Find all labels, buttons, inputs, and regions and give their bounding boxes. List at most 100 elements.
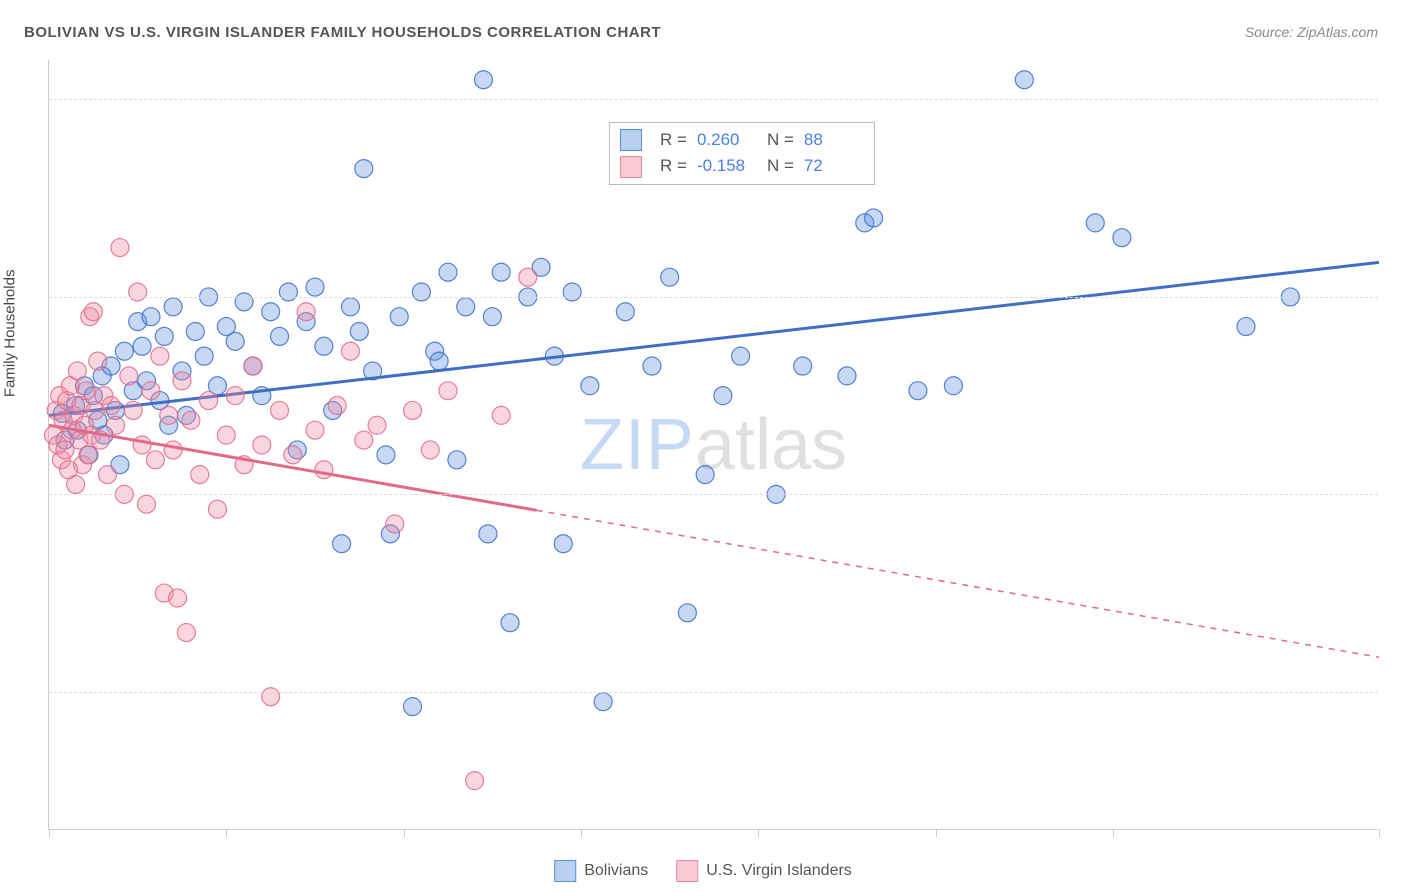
data-point: [120, 367, 138, 385]
legend-item: Bolivians: [554, 860, 648, 882]
data-point: [643, 357, 661, 375]
data-point: [404, 401, 422, 419]
data-point: [501, 614, 519, 632]
x-tick: [758, 829, 759, 837]
data-point: [492, 263, 510, 281]
data-point: [341, 298, 359, 316]
x-tick: [1379, 829, 1380, 837]
y-axis-label: Family Households: [2, 270, 19, 398]
legend-label: U.S. Virgin Islanders: [706, 862, 852, 879]
x-tick: [581, 829, 582, 837]
data-point: [84, 303, 102, 321]
data-point: [226, 332, 244, 350]
data-point: [133, 337, 151, 355]
data-point: [439, 382, 457, 400]
r-value: 0.260: [697, 127, 757, 153]
data-point: [164, 441, 182, 459]
gridline: [49, 99, 1378, 100]
data-point: [328, 397, 346, 415]
data-point: [142, 308, 160, 326]
correlation-legend: R =0.260N =88R =-0.158N =72: [609, 122, 875, 185]
data-point: [284, 446, 302, 464]
data-point: [944, 377, 962, 395]
data-point: [99, 466, 117, 484]
data-point: [341, 342, 359, 360]
data-point: [191, 466, 209, 484]
r-label: R =: [660, 127, 687, 153]
data-point: [107, 416, 125, 434]
data-point: [208, 500, 226, 518]
legend-label: Bolivians: [584, 862, 648, 879]
data-point: [457, 298, 475, 316]
data-point: [271, 401, 289, 419]
data-point: [151, 347, 169, 365]
data-point: [235, 293, 253, 311]
data-point: [89, 352, 107, 370]
correlation-legend-row: R =0.260N =88: [620, 127, 864, 153]
data-point: [1086, 214, 1104, 232]
data-point: [479, 525, 497, 543]
data-point: [133, 436, 151, 454]
data-point: [483, 308, 501, 326]
data-point: [68, 362, 86, 380]
data-point: [115, 342, 133, 360]
data-point: [1015, 71, 1033, 89]
data-point: [350, 322, 368, 340]
x-tick: [49, 829, 50, 837]
data-point: [661, 268, 679, 286]
data-point: [169, 589, 187, 607]
data-point: [421, 441, 439, 459]
correlation-legend-row: R =-0.158N =72: [620, 153, 864, 179]
data-point: [714, 387, 732, 405]
x-tick: [936, 829, 937, 837]
data-point: [448, 451, 466, 469]
plot-area: ZIPatlas R =0.260N =88R =-0.158N =72: [48, 60, 1378, 830]
data-point: [616, 303, 634, 321]
data-point: [253, 436, 271, 454]
data-point: [368, 416, 386, 434]
data-point: [138, 495, 156, 513]
data-point: [306, 421, 324, 439]
data-point: [838, 367, 856, 385]
data-point: [146, 451, 164, 469]
n-label: N =: [767, 153, 794, 179]
n-label: N =: [767, 127, 794, 153]
x-tick: [404, 829, 405, 837]
r-value: -0.158: [697, 153, 757, 179]
data-point: [262, 688, 280, 706]
gridline: [49, 297, 1378, 298]
source-label: Source: ZipAtlas.com: [1245, 24, 1378, 40]
data-point: [155, 327, 173, 345]
data-point: [182, 411, 200, 429]
data-point: [200, 392, 218, 410]
legend-swatch: [620, 156, 642, 178]
data-point: [77, 382, 95, 400]
trend-line-dashed: [537, 510, 1379, 657]
data-point: [271, 327, 289, 345]
data-point: [678, 604, 696, 622]
data-point: [333, 535, 351, 553]
data-point: [195, 347, 213, 365]
data-point: [173, 372, 191, 390]
data-point: [306, 278, 324, 296]
legend-swatch: [620, 129, 642, 151]
data-point: [594, 693, 612, 711]
data-point: [67, 475, 85, 493]
data-point: [519, 268, 537, 286]
r-label: R =: [660, 153, 687, 179]
data-point: [474, 71, 492, 89]
data-point: [297, 303, 315, 321]
data-point: [315, 337, 333, 355]
data-point: [386, 515, 404, 533]
data-point: [563, 283, 581, 301]
data-point: [696, 466, 714, 484]
data-point: [129, 283, 147, 301]
data-point: [390, 308, 408, 326]
data-point: [430, 352, 448, 370]
data-point: [794, 357, 812, 375]
series-legend: Bolivians U.S. Virgin Islanders: [554, 860, 852, 882]
data-point: [412, 283, 430, 301]
data-point: [160, 406, 178, 424]
data-point: [581, 377, 599, 395]
data-point: [102, 397, 120, 415]
